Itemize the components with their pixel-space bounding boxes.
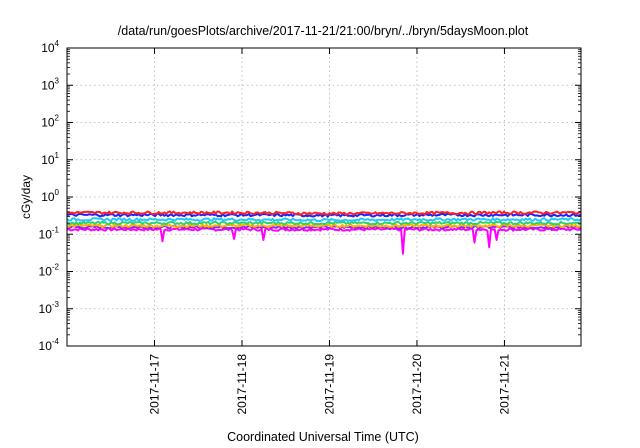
series-line bbox=[66, 220, 582, 226]
grid-lines bbox=[67, 48, 581, 346]
series-line bbox=[66, 227, 582, 255]
y-tick-label: 101 bbox=[41, 151, 59, 167]
series-layer bbox=[66, 210, 582, 255]
x-axis-label: Coordinated Universal Time (UTC) bbox=[227, 430, 419, 444]
series-line bbox=[66, 223, 582, 228]
y-tick-exponent: -2 bbox=[52, 263, 60, 272]
x-axis: 2017-11-17 2017-11-18 2017-11-19 2017-11-20… bbox=[147, 48, 511, 415]
y-tick-label: 104 bbox=[41, 39, 59, 55]
y-tick-base: 10 bbox=[39, 265, 53, 279]
y-tick-label: 10-1 bbox=[39, 225, 60, 241]
y-tick-exponent: 1 bbox=[55, 151, 60, 160]
y-tick-base: 10 bbox=[39, 227, 53, 241]
series-line bbox=[66, 217, 582, 222]
y-tick-label: 10-4 bbox=[39, 337, 60, 353]
x-tick-label: 2017-11-18 bbox=[235, 354, 249, 415]
y-tick-base: 10 bbox=[41, 190, 55, 204]
y-tick-exponent: 2 bbox=[55, 114, 60, 123]
y-tick-base: 10 bbox=[41, 78, 55, 92]
y-tick-base: 10 bbox=[39, 339, 53, 353]
y-tick-label: 10-2 bbox=[39, 263, 60, 279]
chart-title: /data/run/goesPlots/archive/2017-11-21/2… bbox=[118, 24, 529, 38]
series-line bbox=[66, 210, 582, 216]
y-tick-base: 10 bbox=[41, 116, 55, 130]
x-tick-label: 2017-11-17 bbox=[147, 354, 161, 415]
y-tick-label: 103 bbox=[41, 76, 59, 92]
y-tick-exponent: -1 bbox=[52, 225, 60, 234]
y-tick-label: 102 bbox=[41, 114, 59, 130]
x-tick-label: 2017-11-21 bbox=[497, 354, 511, 415]
x-tick-label: 2017-11-20 bbox=[410, 354, 424, 415]
x-tick-label: 2017-11-19 bbox=[322, 354, 336, 415]
y-tick-exponent: 4 bbox=[55, 39, 60, 48]
y-tick-base: 10 bbox=[41, 153, 55, 167]
y-tick-base: 10 bbox=[41, 41, 55, 55]
y-tick-exponent: -3 bbox=[52, 300, 60, 309]
y-tick-exponent: 0 bbox=[55, 188, 60, 197]
y-axis-label: cGy/day bbox=[19, 175, 33, 219]
y-tick-exponent: -4 bbox=[52, 337, 60, 346]
y-tick-label: 10-3 bbox=[39, 300, 60, 316]
y-tick-label: 100 bbox=[41, 188, 59, 204]
y-tick-exponent: 3 bbox=[55, 76, 60, 85]
y-tick-base: 10 bbox=[39, 302, 53, 316]
